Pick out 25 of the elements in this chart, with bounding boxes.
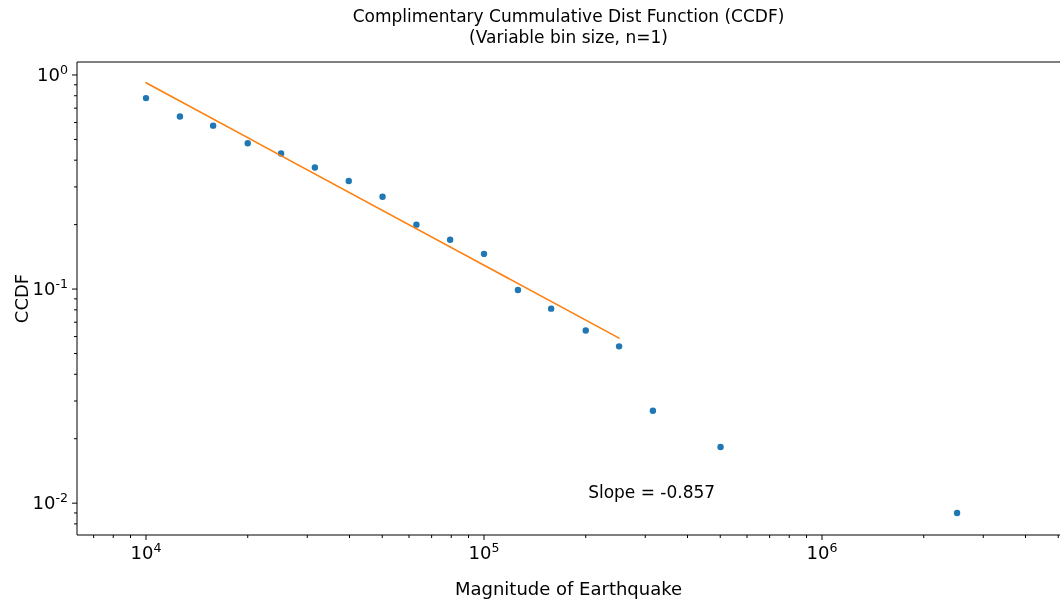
y-tick-label: 10$^{-1}$	[32, 275, 68, 300]
point	[379, 193, 386, 200]
point	[582, 327, 589, 334]
point	[547, 305, 555, 312]
x-tick-label: 10$^{6}$	[806, 539, 838, 563]
point	[209, 122, 217, 129]
y-tick-label: 10$^{-2}$	[32, 489, 68, 514]
y-axis-title: CCDF	[11, 273, 32, 324]
point	[345, 177, 352, 185]
point	[615, 343, 623, 350]
point	[176, 113, 184, 120]
point	[311, 164, 319, 171]
point	[413, 221, 420, 228]
point	[244, 140, 251, 147]
point	[480, 250, 488, 258]
point	[446, 236, 454, 243]
chart-title: Complimentary Cummulative Dist Function (CCDF) (Variable bin size, n=1)	[352, 6, 785, 47]
point	[649, 407, 657, 415]
y-tick-label: 10$^{0}$	[37, 61, 68, 85]
annotation: Slope = -0.857	[588, 482, 716, 502]
point	[142, 94, 150, 102]
x-tick-label: 10$^{4}$	[130, 539, 162, 563]
point	[514, 286, 522, 294]
x-axis-title: Magnitude of Earthquake	[454, 578, 683, 599]
x-tick-label: 10$^{5}$	[468, 539, 500, 563]
